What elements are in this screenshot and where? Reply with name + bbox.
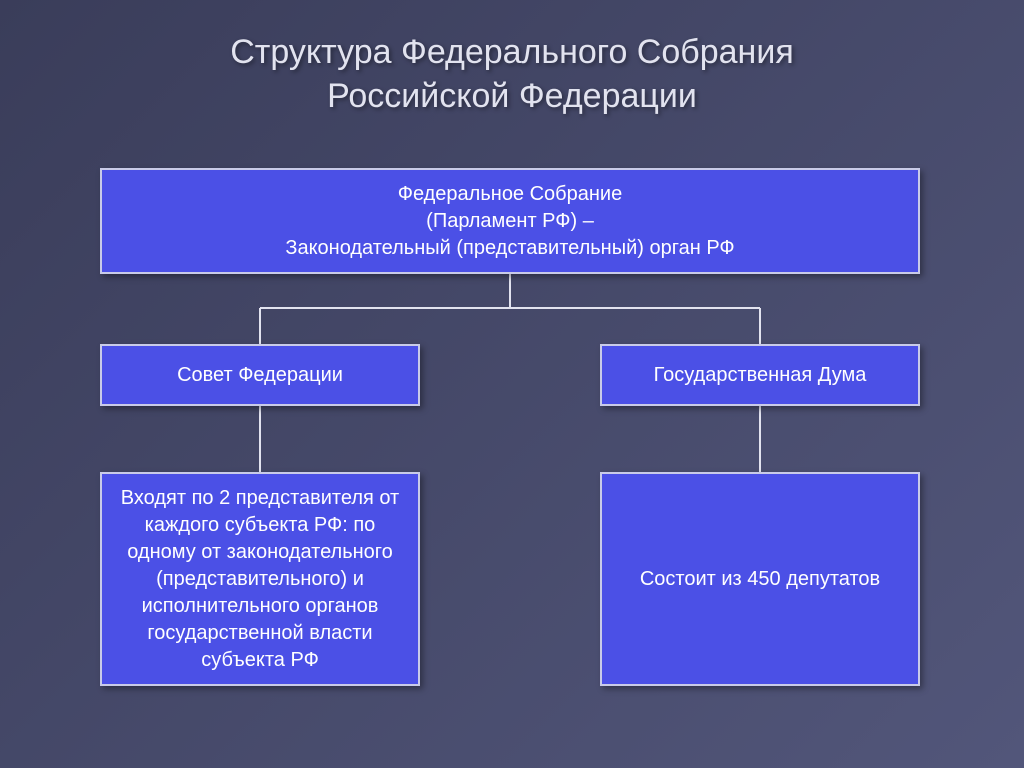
root-line-3: Законодательный (представительный) орган… (285, 237, 734, 259)
right-leaf-text: Состоит из 450 депутатов (640, 566, 880, 593)
node-left-leaf: Входят по 2 представителя от каждого суб… (100, 472, 420, 686)
node-right-mid: Государственная Дума (600, 344, 920, 406)
node-right-leaf: Состоит из 450 депутатов (600, 472, 920, 686)
left-leaf-l1: Входят по 2 представителя от (121, 487, 399, 509)
left-leaf-l7: субъекта РФ (201, 649, 319, 671)
left-mid-text: Совет Федерации (177, 362, 343, 389)
left-leaf-l6: государственной власти (147, 622, 372, 644)
right-mid-text: Государственная Дума (654, 362, 867, 389)
node-root: Федеральное Собрание (Парламент РФ) – За… (100, 168, 920, 274)
node-left-mid: Совет Федерации (100, 344, 420, 406)
left-leaf-l3: одному от законодательного (127, 541, 393, 563)
left-leaf-l2: каждого субъекта РФ: по (145, 514, 376, 536)
root-line-2: (Парламент РФ) – (426, 210, 594, 232)
root-line-1: Федеральное Собрание (398, 183, 622, 205)
left-leaf-l4: (представительного) и (156, 568, 364, 590)
slide-content: Структура Федерального Собрания Российск… (0, 0, 1024, 768)
left-leaf-l5: исполнительного органов (142, 595, 379, 617)
